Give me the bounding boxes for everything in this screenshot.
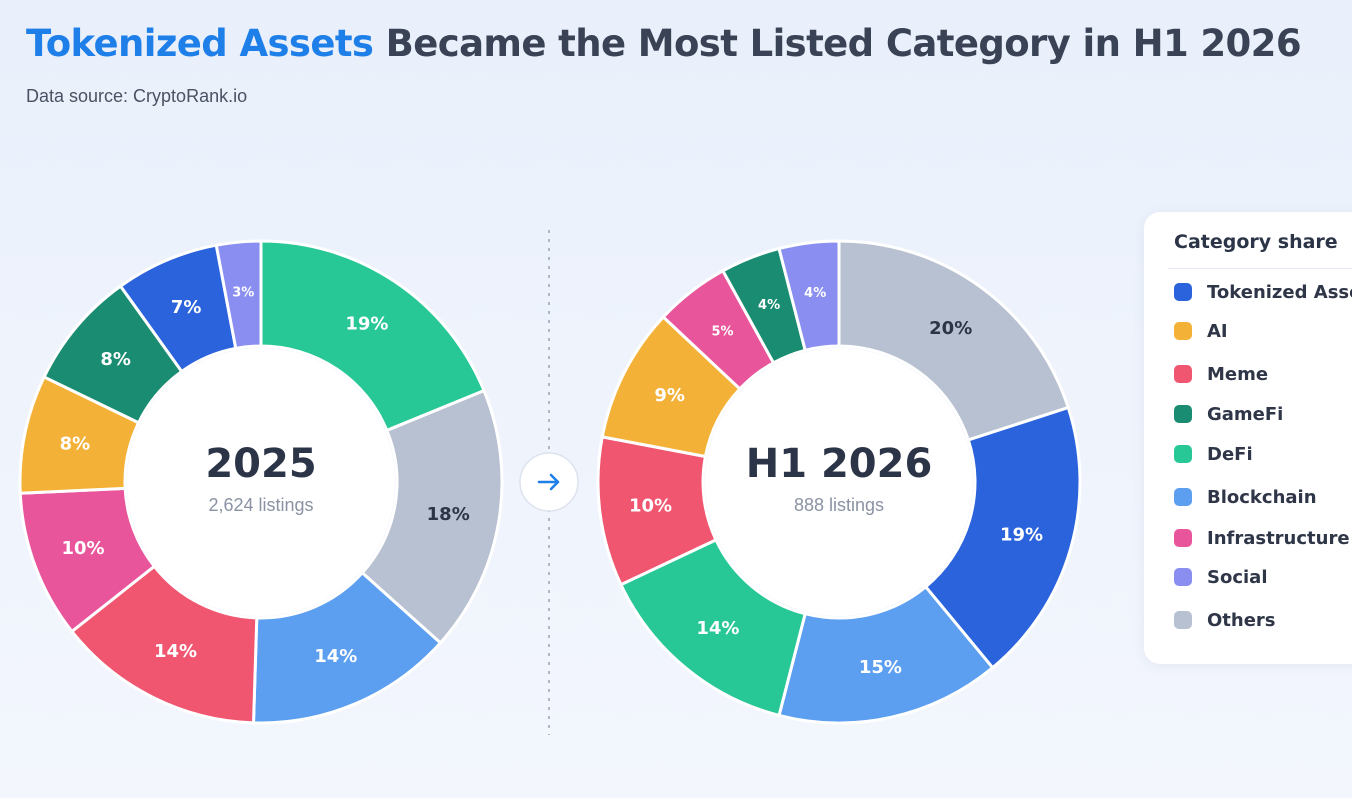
donut-2025: 19% 18% 14% 14% 10% 8% 8% 7% 3% 2025 2,624 listing… xyxy=(18,239,504,725)
legend-swatch xyxy=(1174,405,1192,423)
slice-label-tokenized-assets: 19% xyxy=(1000,525,1043,546)
arrow-badge xyxy=(519,452,579,512)
legend-label: Blockchain xyxy=(1207,486,1317,508)
legend-swatch xyxy=(1174,283,1192,301)
legend-label: Meme xyxy=(1207,363,1269,385)
chart-title: Tokenized Assets Became the Most Listed … xyxy=(26,22,1302,65)
slice-label-ai: 9% xyxy=(654,385,685,406)
legend-swatch xyxy=(1174,529,1192,547)
legend-label: GameFi xyxy=(1207,403,1284,425)
slice-label-meme: 14% xyxy=(154,641,197,662)
center-label: H1 2026 xyxy=(746,441,933,487)
donut-hole xyxy=(127,348,395,616)
legend-item-tokenized-assets: Tokenized Assets xyxy=(1174,280,1352,304)
legend-label: Infrastructure xyxy=(1207,527,1350,549)
donut-h1-2026: 20% 19% 15% 14% 10% 9% 5% 4% 4% H1 2026 888 listin… xyxy=(596,239,1082,725)
arrow-right-icon xyxy=(537,473,560,491)
donut-slice-tokenized-assets xyxy=(924,406,1082,670)
legend-swatch xyxy=(1174,611,1192,629)
center-sublabel: 888 listings xyxy=(794,495,884,515)
donut-slice-social xyxy=(214,239,263,350)
legend-item-ai: AI xyxy=(1174,319,1228,343)
center-sublabel: 2,624 listings xyxy=(208,495,313,515)
title-rest: Became the Most Listed Category in H1 20… xyxy=(373,22,1302,65)
legend-item-others: Others xyxy=(1174,608,1276,632)
slice-label-infrastructure: 10% xyxy=(61,538,104,559)
slice-label-ai: 8% xyxy=(60,433,91,454)
legend-item-infrastructure: Infrastructure xyxy=(1174,526,1350,550)
legend-label: Social xyxy=(1207,566,1268,588)
legend-panel: Category share Tokenized Assets AI Meme Gam… xyxy=(1144,212,1352,664)
legend-swatch xyxy=(1174,568,1192,586)
slice-label-infrastructure: 5% xyxy=(711,324,733,339)
legend-swatch xyxy=(1174,445,1192,463)
slice-label-defi: 14% xyxy=(696,618,739,639)
slice-label-others: 20% xyxy=(929,318,972,339)
legend-swatch xyxy=(1174,488,1192,506)
legend-divider xyxy=(1168,268,1352,269)
slice-label-gamefi: 4% xyxy=(758,298,780,313)
legend-item-meme: Meme xyxy=(1174,362,1268,386)
donut-slice-others xyxy=(837,239,1070,442)
slice-label-meme: 10% xyxy=(629,495,672,516)
slice-label-others: 18% xyxy=(427,504,470,525)
legend-item-social: Social xyxy=(1174,565,1268,589)
slice-label-social: 3% xyxy=(232,285,254,300)
donut-slice-social xyxy=(777,239,841,352)
slice-label-defi: 19% xyxy=(345,314,388,335)
slice-label-blockchain: 14% xyxy=(314,646,357,667)
donut-hole xyxy=(705,348,973,616)
donut-slice-others xyxy=(360,389,504,645)
legend-swatch xyxy=(1174,365,1192,383)
slice-label-tokenized-assets: 7% xyxy=(171,297,202,318)
legend-title: Category share xyxy=(1174,231,1338,253)
legend-label: AI xyxy=(1207,320,1228,342)
slice-label-social: 4% xyxy=(804,286,826,301)
center-label: 2025 xyxy=(205,441,316,487)
data-source-note: Data source: CryptoRank.io xyxy=(26,86,248,106)
donut-slice-defi xyxy=(259,239,486,432)
legend-label: Others xyxy=(1207,609,1276,631)
legend-item-gamefi: GameFi xyxy=(1174,402,1283,426)
legend-item-defi: DeFi xyxy=(1174,442,1253,466)
title-highlight: Tokenized Assets xyxy=(26,22,374,65)
legend-swatch xyxy=(1174,322,1192,340)
legend-item-blockchain: Blockchain xyxy=(1174,485,1317,509)
slice-label-gamefi: 8% xyxy=(100,349,131,370)
slice-label-blockchain: 15% xyxy=(859,657,902,678)
legend-label: DeFi xyxy=(1207,443,1253,465)
legend-label: Tokenized Assets xyxy=(1207,281,1352,303)
